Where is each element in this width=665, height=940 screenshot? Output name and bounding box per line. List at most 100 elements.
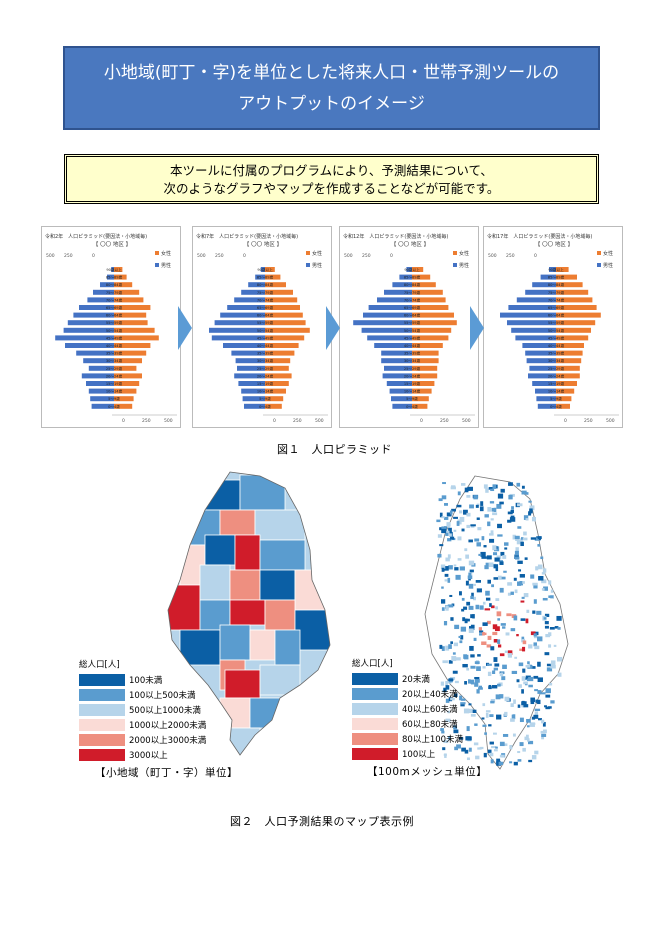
bar-female	[556, 403, 570, 409]
bar-male	[522, 343, 556, 348]
mesh-cell	[502, 664, 507, 669]
mesh-cell	[453, 529, 457, 532]
legend-label: 20以上40未満	[402, 689, 458, 700]
bar-male	[227, 305, 265, 310]
mesh-cell	[487, 635, 492, 640]
mesh-cell	[482, 601, 486, 605]
mesh-cell	[530, 631, 536, 636]
bar-male	[353, 320, 412, 326]
pyramid-area-label: 【 〇〇 地区 】	[535, 240, 573, 248]
bar-female	[412, 396, 429, 402]
mesh-cell	[463, 606, 468, 610]
bar-female	[114, 403, 133, 409]
age-label: 30～34歳	[404, 358, 421, 363]
mesh-cell	[481, 641, 487, 646]
mesh-cell	[517, 759, 522, 762]
age-label: 35～39歳	[548, 351, 565, 356]
legend-label: 1000以上2000未満	[129, 720, 207, 731]
mesh-cell	[440, 681, 445, 686]
bar-male	[406, 267, 412, 272]
age-label: 5～9歳	[406, 396, 418, 401]
mesh-cell	[481, 556, 487, 559]
bar-male	[507, 320, 556, 326]
mesh-cell	[534, 708, 541, 712]
legend-female-swatch	[597, 251, 601, 255]
mesh-cell	[493, 749, 498, 752]
mesh-cell	[533, 599, 537, 604]
mesh-cell	[470, 595, 474, 600]
mesh-cell	[495, 598, 500, 601]
mesh-cell	[484, 608, 491, 611]
mesh-cell	[534, 689, 539, 692]
mesh-cell	[511, 506, 514, 510]
mesh-cell	[502, 555, 507, 559]
arrow-right-icon	[326, 306, 340, 350]
bar-female	[412, 365, 438, 371]
bar-male	[231, 350, 265, 356]
bar-male	[65, 343, 114, 348]
mesh-cell	[532, 582, 538, 586]
mesh-cell	[541, 736, 545, 740]
mesh-cell	[459, 737, 464, 740]
mesh-cell	[519, 717, 524, 723]
bar-female	[265, 358, 291, 364]
mesh-cell	[444, 579, 448, 582]
bar-female	[265, 274, 281, 280]
bar-female	[412, 358, 439, 364]
mesh-cell	[529, 505, 535, 511]
bar-female	[114, 358, 142, 364]
mesh-cell	[468, 747, 472, 752]
age-label: 85～89歳	[257, 275, 274, 280]
legend-swatch	[352, 702, 398, 715]
mesh-cell	[450, 536, 455, 540]
mesh-cell	[495, 606, 498, 610]
bar-male	[237, 365, 265, 371]
mesh-cell	[491, 584, 495, 588]
mesh-cell	[451, 656, 457, 662]
bar-male	[76, 350, 114, 356]
mesh-cell	[446, 512, 452, 517]
bar-male	[248, 282, 265, 288]
figure2-caption: 図２ 人口予測結果のマップ表示例	[230, 815, 414, 828]
mesh-cell	[537, 661, 541, 667]
mesh-cell	[505, 632, 510, 636]
mesh-cell	[445, 557, 450, 562]
mesh-cell	[550, 660, 556, 666]
mesh-cell	[468, 605, 474, 610]
pyramid-panel: 令和2年 人口ピラミッド(要因法・小地域毎) 【 〇〇 地区 】 500 250 0 女性…	[41, 226, 181, 428]
bar-female	[412, 403, 428, 409]
mesh-cell	[449, 594, 453, 597]
mesh-cell	[520, 600, 525, 603]
bar-male	[214, 320, 265, 326]
mesh-cell	[491, 685, 498, 689]
mesh-cell	[510, 509, 514, 514]
bar-female	[114, 373, 142, 379]
top-tick-label: 500	[46, 253, 55, 259]
mesh-cell	[534, 537, 539, 541]
mesh-cell	[508, 482, 513, 486]
mesh-cell	[445, 698, 450, 703]
mesh-cell	[464, 618, 468, 624]
mesh-cell	[470, 665, 476, 669]
age-label: 80～84歳	[548, 282, 565, 287]
bar-male	[211, 335, 265, 341]
mesh-cell	[441, 567, 445, 572]
mesh-cell	[541, 572, 546, 575]
bottom-tick-label: 500	[462, 418, 471, 424]
mesh-cell	[504, 650, 509, 653]
bar-male	[63, 327, 114, 333]
pyramid-title: 令和17年 人口ピラミッド(要因法・小地域毎)	[487, 233, 592, 240]
map-right-legend: 総人口[人] 20未満 20以上40未満 40以上60未満 60以上80未満 80以上1…	[352, 657, 463, 762]
mesh-cell	[542, 721, 546, 727]
mesh-cell	[487, 521, 491, 527]
age-label: 20～24歳	[548, 373, 565, 378]
bar-female	[556, 381, 577, 386]
mesh-cell	[502, 626, 506, 629]
mesh-cell	[523, 704, 529, 708]
legend-swatch	[79, 673, 125, 686]
mesh-cell	[514, 656, 518, 659]
mesh-cell	[490, 698, 496, 703]
mesh-cell	[534, 750, 539, 755]
mesh-cell	[546, 667, 553, 672]
bar-male	[381, 350, 412, 356]
